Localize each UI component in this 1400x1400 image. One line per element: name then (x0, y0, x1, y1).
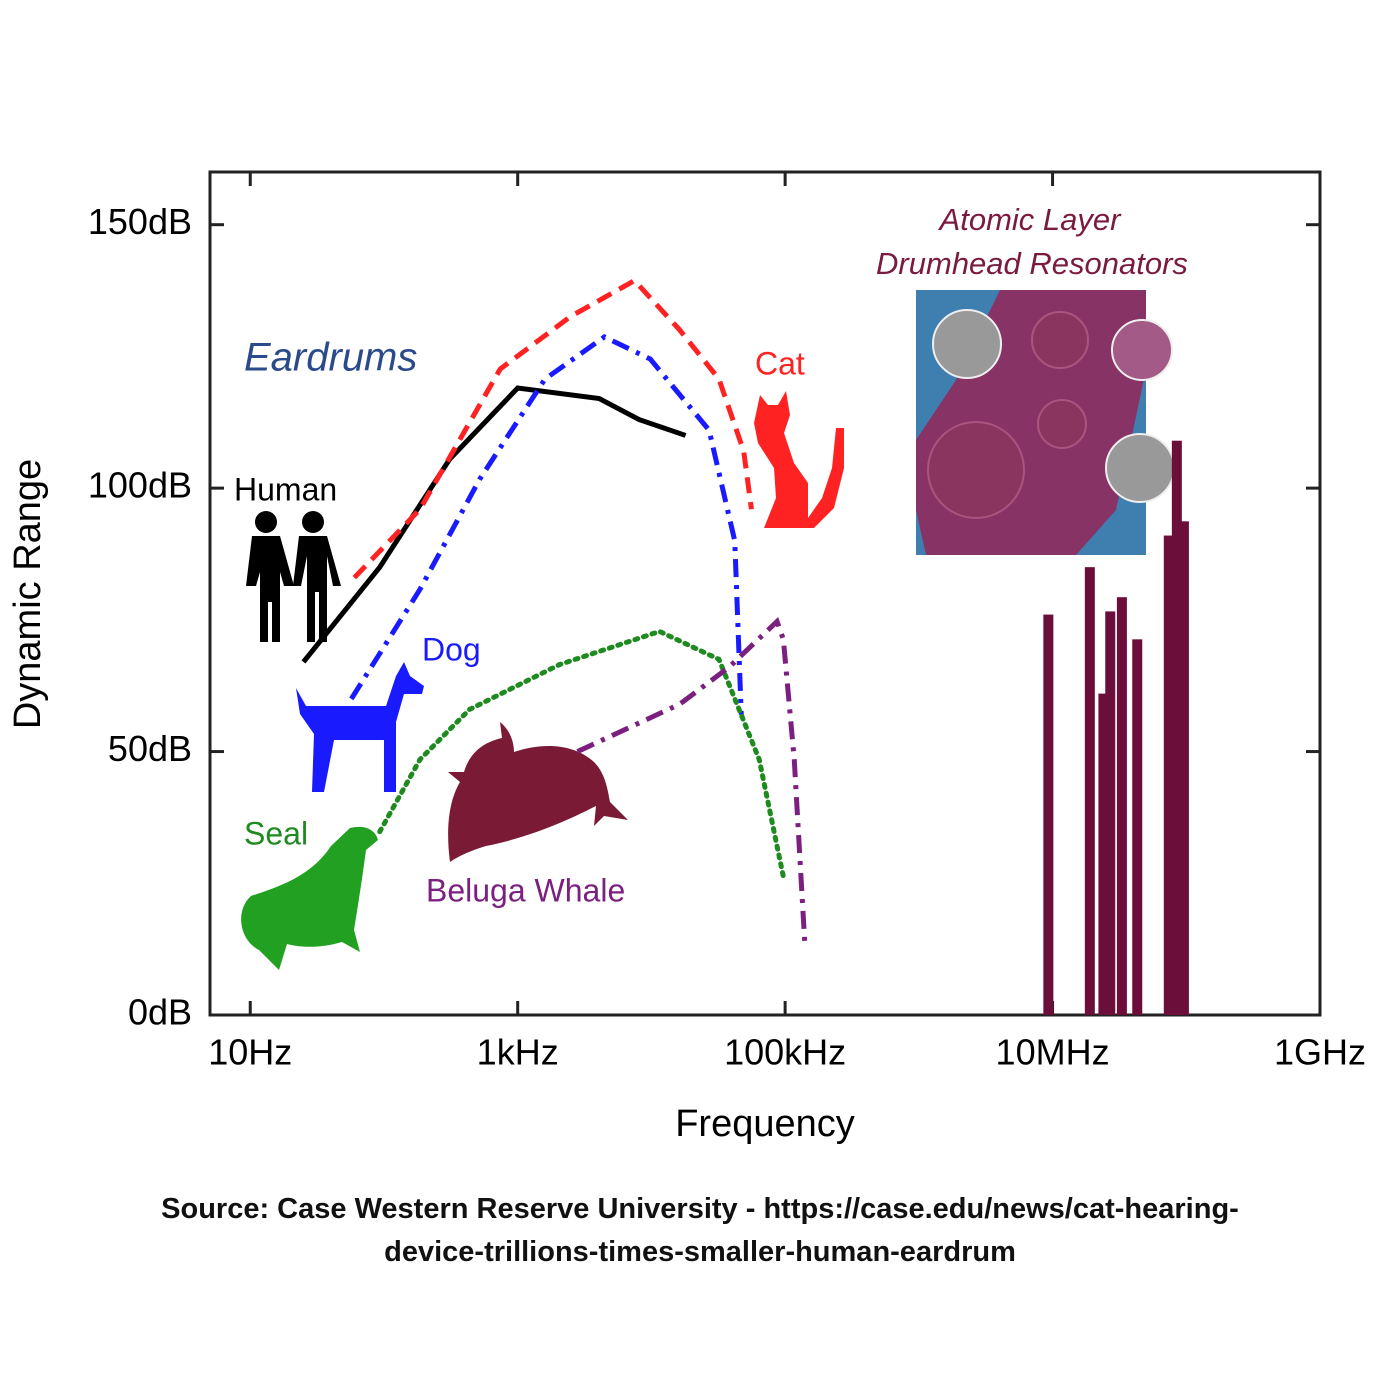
annotation: Eardrums (244, 336, 417, 380)
series-line (349, 334, 744, 715)
plot-frame (208, 170, 1322, 1017)
x-tick-label: 10MHz (996, 1032, 1110, 1073)
series-label: Cat (755, 345, 805, 381)
bar (1163, 535, 1174, 1015)
y-axis-title: Dynamic Range (7, 459, 49, 729)
bar (1084, 567, 1095, 1015)
y-tick-label: 150dB (88, 201, 192, 242)
x-tick-label: 100kHz (724, 1032, 846, 1073)
human-icons (246, 511, 341, 642)
series-label: Human (234, 471, 337, 507)
bar (1116, 597, 1127, 1015)
whale-icon (448, 722, 628, 862)
seal-icon (241, 826, 378, 970)
x-tick-label: 1GHz (1274, 1032, 1366, 1073)
dog-icon (296, 662, 424, 792)
x-tick-label: 10Hz (208, 1032, 292, 1073)
y-tick-label: 50dB (108, 728, 192, 769)
x-axis-title: Frequency (675, 1103, 855, 1145)
series-line (576, 616, 808, 949)
source: Source: Case Western Reserve University … (161, 1193, 1239, 1268)
x-tick-label: 1kHz (477, 1032, 559, 1073)
chart: Dynamic Range Frequency Eardrums Atomic … (7, 170, 1366, 1145)
series-label: Beluga Whale (426, 872, 625, 908)
series-line (301, 385, 687, 664)
series-line (377, 628, 787, 883)
y-tick-label: 0dB (128, 992, 192, 1033)
bar (1132, 639, 1143, 1015)
bar (1098, 693, 1109, 1015)
bar (1043, 614, 1054, 1015)
series-label: Seal (244, 815, 308, 851)
bar (1178, 521, 1189, 1015)
y-tick-label: 100dB (88, 465, 192, 506)
inset-title: Atomic Layer (938, 202, 1123, 237)
series-line (352, 277, 754, 580)
bar (1105, 611, 1116, 1015)
resonator-image (916, 290, 1175, 555)
series-label: Dog (422, 631, 481, 667)
bar (1171, 440, 1182, 1015)
inset-title: Drumhead Resonators (876, 246, 1188, 281)
cat-icon (754, 391, 844, 528)
